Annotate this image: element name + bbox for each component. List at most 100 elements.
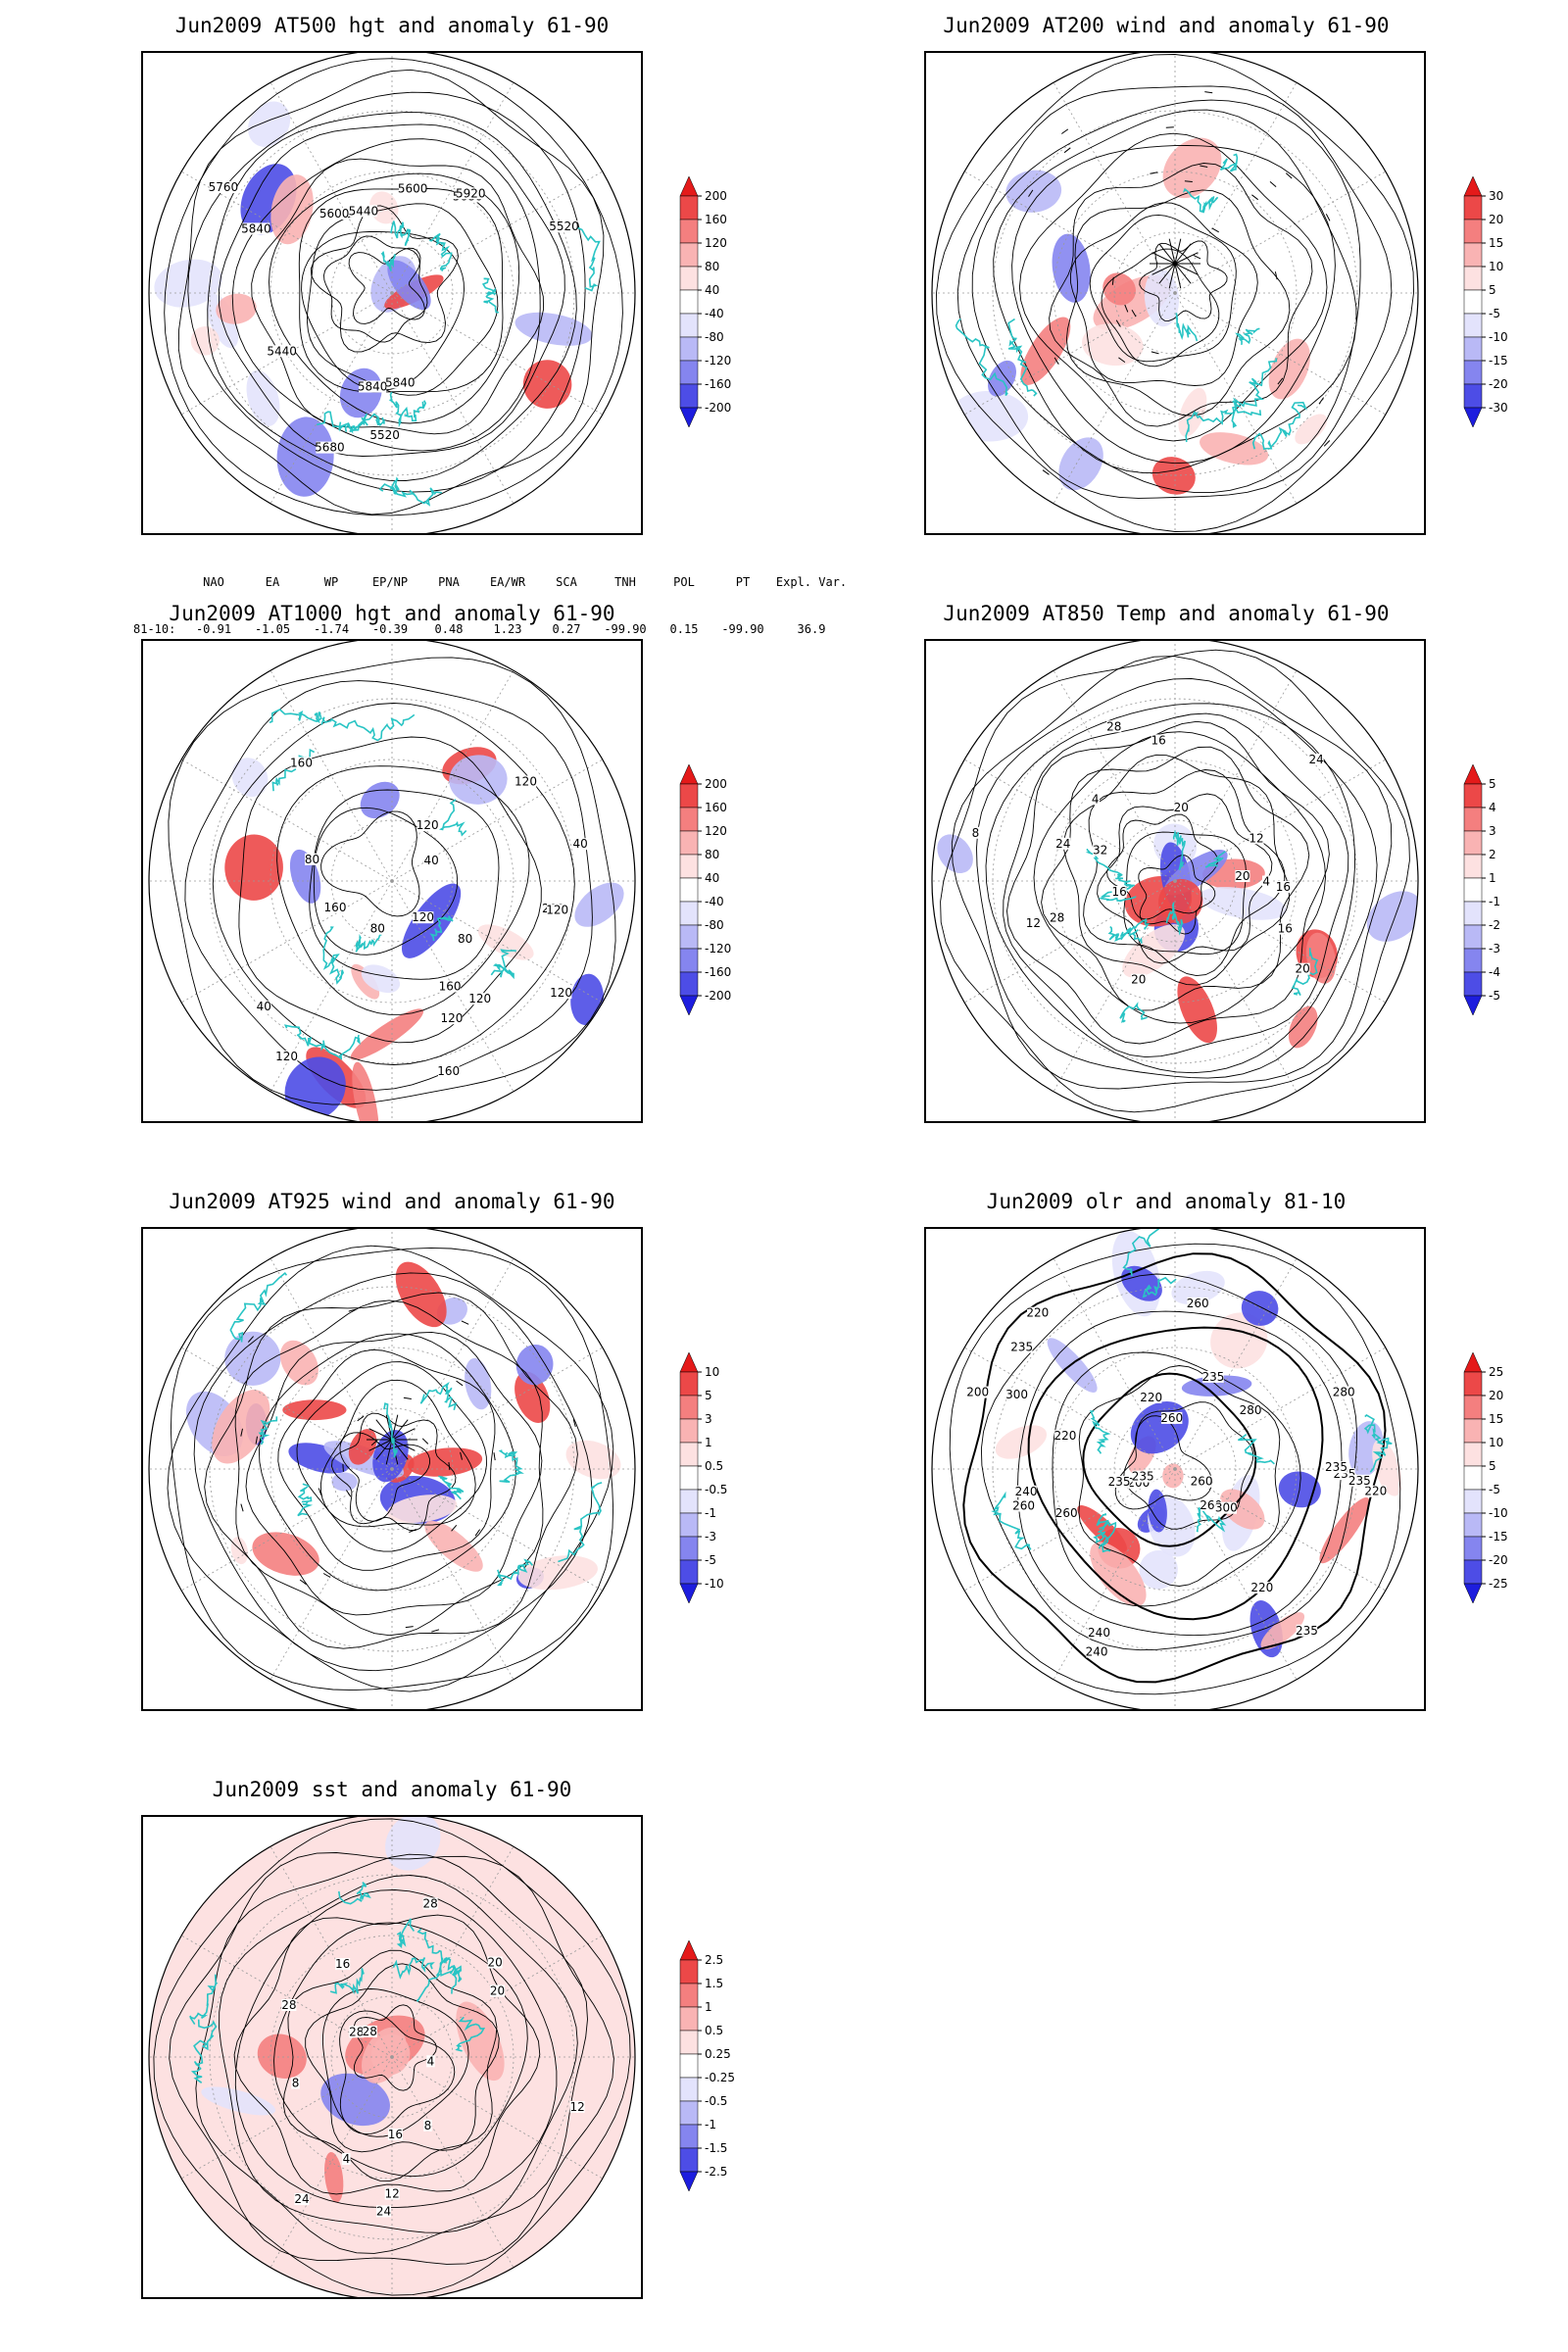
- coastline: [1007, 318, 1038, 397]
- colorbar-box: [1463, 1371, 1483, 1396]
- meridian: [1174, 880, 1298, 1092]
- colorbar-label: -15: [1489, 354, 1508, 368]
- colorbar-label: 0.25: [705, 2047, 731, 2061]
- colorbar-box: [679, 1536, 699, 1561]
- map-boundary: [931, 53, 1419, 533]
- contour-label-bg: [1015, 1485, 1037, 1497]
- contour-label: 235: [1325, 1460, 1348, 1474]
- contour-label: 240: [1015, 1485, 1038, 1498]
- contour-label: 4: [427, 2054, 435, 2068]
- contour-label: 20: [1131, 973, 1146, 987]
- coastline: [322, 926, 344, 985]
- contour-line: [1106, 813, 1218, 920]
- contour-label-bg: [1011, 1341, 1033, 1353]
- teleconnection-header: POL: [673, 575, 695, 589]
- streamline-arrow: [1063, 147, 1071, 154]
- contour-line: [258, 1333, 516, 1592]
- contour-label: 120: [546, 904, 568, 917]
- contour-label-bg: [294, 2193, 310, 2206]
- contour-label-bg: [1027, 1306, 1049, 1319]
- colorbar-box: [1463, 1536, 1483, 1561]
- anomaly-shading: [988, 360, 1016, 397]
- contour-label: 80: [458, 932, 472, 946]
- colorbar-label: 4: [1489, 801, 1496, 814]
- map-content: [932, 1229, 1418, 1709]
- contour-label-bg: [320, 208, 349, 220]
- meridian: [181, 880, 393, 1004]
- contour-label-bg: [335, 1958, 351, 1971]
- latitude-circle: [1053, 759, 1298, 1004]
- streamline-arrow: [370, 1440, 378, 1446]
- contour-line: [310, 205, 459, 353]
- panel-title: Jun2009 AT850 Temp and anomaly 61-90: [943, 602, 1390, 625]
- contour-label: 24: [1055, 837, 1070, 851]
- colorbar-label: 40: [705, 283, 719, 297]
- anomaly-shading: [1152, 457, 1196, 495]
- colorbar-label: -0.25: [705, 2071, 735, 2084]
- anomaly-shading: [514, 1371, 551, 1423]
- meridian: [270, 1258, 393, 1470]
- colorbar-box: [1463, 948, 1483, 973]
- colorbar-label: 200: [705, 189, 727, 203]
- streamline-arrow: [456, 1380, 464, 1387]
- meridian: [1174, 292, 1298, 504]
- colorbar-box: [679, 877, 699, 903]
- contour-label: 220: [1054, 1429, 1076, 1443]
- colorbar-box: [679, 313, 699, 338]
- colorbar-box: [679, 2006, 699, 2032]
- contour-label-bg: [256, 1001, 271, 1013]
- streamline-arrow: [1131, 310, 1137, 318]
- meridian: [964, 759, 1176, 882]
- colorbar-box: [679, 783, 699, 808]
- contour-label: 20: [487, 1956, 502, 1970]
- contour-label: 40: [423, 854, 438, 867]
- coastline: [388, 391, 427, 428]
- anomaly-shading: [1268, 338, 1310, 400]
- colorbar: 10 5 3 1 0.5 -0.5 -1 -3 -5 -10: [674, 1345, 792, 1629]
- contour-label: 28: [363, 2025, 377, 2038]
- contour-label-bg: [1106, 720, 1122, 733]
- contour-label-bg: [487, 1956, 503, 1969]
- contour-line: [233, 1914, 541, 2195]
- streamline-arrow: [474, 1529, 481, 1537]
- anomaly-shading: [361, 2027, 407, 2083]
- contour-line: [309, 789, 500, 980]
- contour-line: [936, 54, 1414, 532]
- contour-line: [1097, 793, 1273, 964]
- coastline: [429, 915, 454, 942]
- anomaly-shading: [207, 294, 239, 349]
- contour-label: 235: [1348, 1474, 1371, 1488]
- contour-label-bg: [1240, 1403, 1261, 1416]
- contour-line: [321, 1988, 469, 2137]
- colorbar-label: 5: [1489, 777, 1496, 791]
- colorbar-label: 3: [705, 1412, 712, 1426]
- teleconnection-value: 36.9: [797, 622, 826, 636]
- coastline: [383, 1402, 398, 1458]
- meridian: [964, 171, 1176, 294]
- pole-streamlines: [1174, 263, 1182, 289]
- coastline: [283, 1024, 361, 1060]
- panel-title: Jun2009 AT200 wind and anomaly 61-90: [943, 14, 1390, 37]
- contour-label-bg: [423, 2119, 432, 2132]
- anomaly-shading: [1200, 432, 1269, 466]
- meridian: [391, 880, 603, 1004]
- contour-label: 16: [1111, 885, 1126, 899]
- streamline-arrow: [1115, 319, 1121, 327]
- contour-label-bg: [1005, 1389, 1028, 1401]
- streamline-arrow: [405, 1626, 414, 1629]
- colorbar-box: [679, 1512, 699, 1538]
- contour-label-bg: [547, 904, 568, 916]
- coastline: [1107, 918, 1150, 942]
- contour-label: 120: [412, 910, 434, 924]
- meridian: [1174, 1347, 1386, 1470]
- coastline: [565, 220, 601, 292]
- coastline: [269, 709, 322, 724]
- contour-label: 28: [349, 2025, 364, 2038]
- colorbar-label: -20: [1489, 1553, 1508, 1567]
- colorbar-arrow-top: [679, 1939, 699, 1961]
- colorbar-box: [679, 924, 699, 950]
- colorbar-label: -4: [1489, 965, 1500, 979]
- contour-line: [1082, 1372, 1257, 1547]
- colorbar-label: 5: [1489, 283, 1496, 297]
- pole-streamlines: [1158, 243, 1176, 265]
